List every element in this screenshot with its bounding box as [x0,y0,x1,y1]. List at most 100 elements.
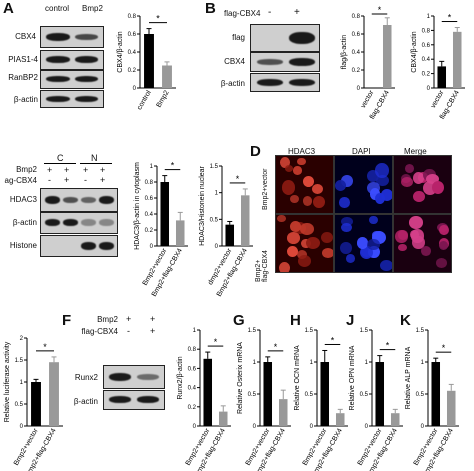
row-label-hdac3: HDAC3 [9,195,37,204]
bar [263,362,273,426]
cell-nucleus [311,183,323,194]
cell-nucleus [367,238,380,250]
y-tick-label: 0.8 [188,347,197,353]
cell-nucleus [404,164,415,174]
y-tick-label: 1 [421,360,425,366]
cell-nucleus [346,254,356,263]
cell-nucleus [339,241,352,255]
bar [335,413,345,426]
significance-star: * [156,14,160,24]
bar [437,66,447,88]
row-label-cbx4-d: Bmp2+ flag-CBX4 [255,250,269,282]
y-tick-label: 0.5 [360,392,369,398]
cell-nucleus [379,259,392,272]
cell-nucleus [280,157,291,169]
cell-nucleus [305,237,320,250]
blot-a-pias [40,50,104,70]
cell-nucleus [339,197,350,208]
sign-bmp2-1: + [47,165,53,175]
y-tick-label: 0.6 [128,32,137,38]
y-tick-label: 1.5 [248,328,257,334]
cell-nucleus [381,188,392,201]
cell-nucleus [285,165,294,172]
fraction-label-c: C [57,153,64,163]
significance-star: * [214,337,218,347]
bar [382,25,392,88]
cell-nucleus [369,188,381,200]
cell-nucleus [320,231,333,243]
cell-nucleus [277,215,286,222]
cell-nucleus [367,182,380,195]
panel-label-j: J [346,312,355,329]
sign-f-bmp2-2: + [150,314,156,324]
y-tick-label: 0.2 [145,228,154,234]
blot-a-ranbp2 [40,70,104,89]
y-tick-label: 0.4 [128,50,137,56]
y-tick-label: 0.8 [352,14,361,20]
fraction-line-n [80,163,112,164]
col-label-merge: Merge [404,147,427,156]
row-label-actin-a: β-actin [13,95,38,104]
row-label-histone: Histone [9,241,37,250]
lane-label-bmp2: Bmp2 [82,4,103,13]
y-tick-label: 0.2 [352,68,361,74]
y-tick-label: 1 [427,14,431,20]
y-tick-label: 0 [20,424,24,430]
cell-nucleus [369,216,378,225]
y-tick-label: 1 [150,164,154,170]
row-label-ranbp2: RanBP2 [8,73,38,82]
y-tick-label: 0.6 [422,43,431,49]
cell-nucleus [296,249,307,259]
cell-nucleus [289,220,302,233]
significance-star: * [236,174,240,184]
y-tick-label: 0.2 [422,72,431,78]
treat-label-bmp2-f: Bmp2 [97,315,118,324]
significance-star: * [442,343,446,353]
sign-cbx4-4: + [100,175,106,185]
lane-header-flag-cbx4: flag-CBX4 [224,9,261,18]
col-label-dapi: DAPI [352,147,371,156]
blot-a-actin [40,90,104,108]
fraction-line-c [44,163,76,164]
y-tick-label: 1 [215,191,219,197]
y-tick-label: 0.4 [422,57,431,63]
sign-plus: + [294,7,300,18]
sign-bmp2-3: + [83,165,89,175]
cell-nucleus [287,246,299,258]
sign-f-bmp2-1: + [126,314,132,324]
y-tick-label: 0.5 [305,392,314,398]
y-tick-label: 0.4 [188,386,197,392]
y-tick-label: 0.8 [128,14,137,20]
y-tick-label: 0 [150,244,154,250]
y-axis-label: Relative luciferase activity [4,341,11,422]
bar [162,65,172,88]
sign-minus: - [268,7,272,18]
y-tick-label: 0 [253,424,257,430]
cell-nucleus [368,245,381,259]
bar [175,220,185,246]
cell-nucleus [300,223,314,236]
sign-bmp2-4: + [100,165,106,175]
row-label-actin-c: β-actin [12,218,37,227]
row-label-vector-d: Bmp2+vector [262,168,269,210]
bar [278,399,288,426]
sign-f-cbx4-2: + [150,326,156,336]
y-tick-label: 0.5 [15,402,24,408]
micrograph-dapi-cbx4 [334,214,393,273]
row-label-pias: PIAS1-4 [8,55,38,64]
sign-cbx4-2: + [64,175,70,185]
cell-nucleus [395,230,408,244]
cell-nucleus [297,254,312,268]
chart-b-flag: 00.20.40.60.8flag/β-actinvectorflag-CBX4… [341,5,395,121]
y-tick-label: 0.5 [248,392,257,398]
bar [144,34,154,88]
bar [452,31,462,88]
y-tick-label: 0 [133,86,137,92]
bar [390,413,400,426]
row-label-runx2: Runx2 [74,373,98,382]
cell-nucleus [439,224,449,236]
chart-a-cbx4: 0 0.2 0.4 0.6 0.8 CBX4/β-actin control Bmp2 * [117,14,176,111]
y-tick-label: 0.6 [352,32,361,38]
